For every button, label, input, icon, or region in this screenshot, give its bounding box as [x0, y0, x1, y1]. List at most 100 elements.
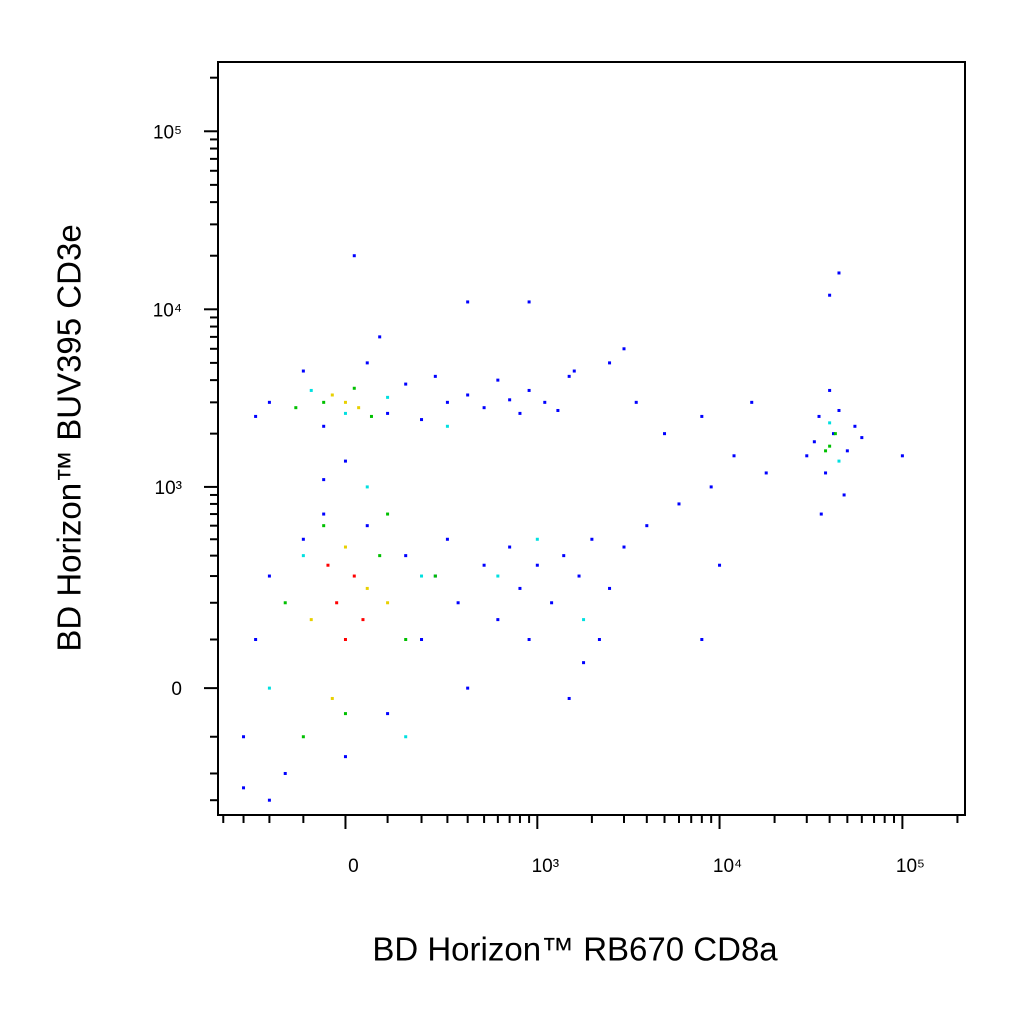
point: [622, 347, 626, 351]
point: [837, 408, 841, 412]
x-tick-label: 10⁴: [713, 856, 742, 877]
point: [833, 432, 837, 436]
y-tick-label: 0: [171, 679, 182, 700]
point: [322, 424, 326, 428]
point: [343, 400, 347, 404]
point: [445, 537, 449, 541]
point: [527, 638, 531, 642]
point: [824, 471, 828, 475]
point: [301, 369, 305, 373]
point: [365, 361, 369, 365]
point: [527, 300, 531, 304]
point: [853, 424, 857, 428]
point: [466, 300, 470, 304]
y-tick-label: 10⁵: [153, 122, 182, 143]
point: [352, 386, 356, 390]
point: [330, 393, 334, 397]
point: [294, 406, 298, 410]
point: [343, 638, 347, 642]
point: [343, 712, 347, 716]
point: [365, 586, 369, 590]
point: [828, 293, 832, 297]
point: [677, 502, 681, 506]
point: [582, 618, 586, 622]
point: [254, 638, 258, 642]
point: [283, 601, 287, 605]
point: [582, 661, 586, 665]
point: [322, 512, 326, 516]
point: [309, 388, 313, 392]
point: [562, 554, 566, 558]
point: [567, 374, 571, 378]
point: [267, 574, 271, 578]
point: [556, 408, 560, 412]
point: [543, 400, 547, 404]
point: [496, 618, 500, 622]
point: [386, 601, 390, 605]
point: [700, 414, 704, 418]
point: [242, 735, 246, 739]
point: [709, 485, 713, 489]
x-tick-label: 10³: [532, 856, 559, 877]
y-axis-label: BD Horizon™ BUV395 CD3e: [51, 224, 88, 651]
point: [369, 414, 373, 418]
point: [456, 601, 460, 605]
point: [322, 478, 326, 482]
point: [445, 424, 449, 428]
point: [378, 335, 382, 339]
x-tick-label: 10⁵: [896, 856, 925, 877]
point: [466, 393, 470, 397]
point: [433, 574, 437, 578]
point: [283, 771, 287, 775]
point: [404, 638, 408, 642]
point: [322, 524, 326, 528]
point: [343, 459, 347, 463]
point: [343, 411, 347, 415]
point: [567, 696, 571, 700]
point: [386, 512, 390, 516]
point: [386, 712, 390, 716]
point: [386, 411, 390, 415]
point: [508, 545, 512, 549]
point: [828, 444, 832, 448]
point: [301, 537, 305, 541]
point: [301, 735, 305, 739]
point: [732, 454, 736, 458]
point: [817, 414, 821, 418]
point: [254, 414, 258, 418]
point: [750, 400, 754, 404]
point: [496, 574, 500, 578]
point: [352, 574, 356, 578]
point: [608, 361, 612, 365]
points: [242, 254, 904, 802]
point: [805, 454, 809, 458]
point: [718, 563, 722, 567]
point: [527, 388, 531, 392]
point: [842, 493, 846, 497]
point: [645, 524, 649, 528]
point: [267, 400, 271, 404]
point: [267, 798, 271, 802]
point: [343, 755, 347, 759]
point: [831, 432, 835, 436]
point: [420, 638, 424, 642]
point: [518, 411, 522, 415]
point: [404, 735, 408, 739]
point: [860, 436, 864, 440]
point: [352, 254, 356, 258]
point: [828, 388, 832, 392]
point: [700, 638, 704, 642]
x-axis-label: BD Horizon™ RB670 CD8a: [372, 931, 778, 968]
point: [357, 406, 361, 410]
point: [535, 537, 539, 541]
point: [828, 421, 832, 425]
point: [577, 574, 581, 578]
point: [309, 618, 313, 622]
point: [433, 374, 437, 378]
point: [404, 554, 408, 558]
point: [267, 686, 271, 690]
point: [572, 369, 576, 373]
